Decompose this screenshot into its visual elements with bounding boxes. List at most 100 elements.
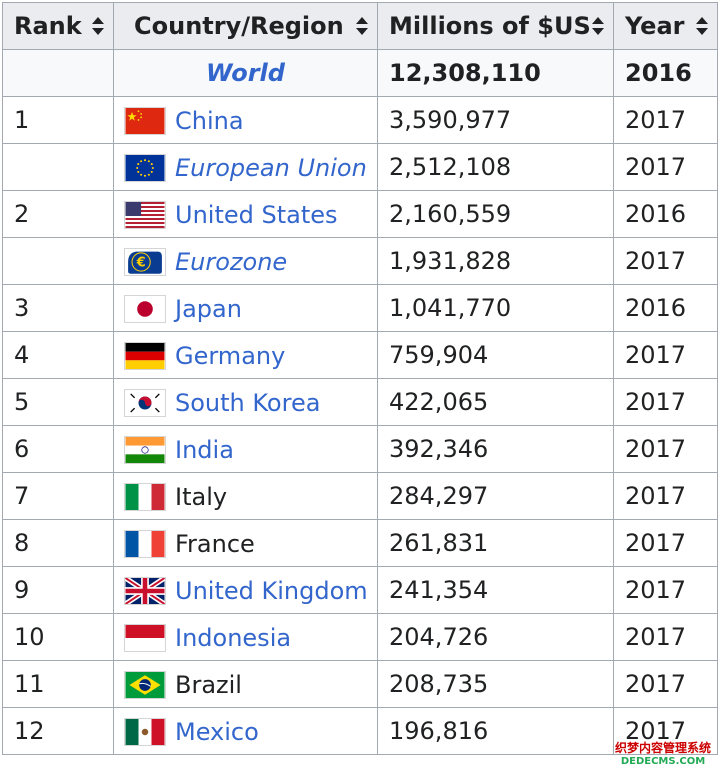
rank-cell: 7: [2, 472, 114, 520]
table-row: 7 Italy 284,297 2017: [2, 472, 718, 520]
year-cell: 2016: [613, 284, 718, 332]
euro-flag-icon[interactable]: €: [124, 247, 166, 276]
value-cell: 1,931,828: [377, 237, 614, 285]
china-flag-icon[interactable]: [124, 106, 166, 135]
eu-flag-icon[interactable]: [124, 153, 166, 182]
country-link[interactable]: Japan: [175, 294, 242, 323]
mexico-flag-icon[interactable]: [124, 717, 166, 746]
millions-header[interactable]: Millions of $US: [377, 2, 614, 50]
value-cell: 2,160,559: [377, 190, 614, 238]
year-cell: 2017: [613, 378, 718, 426]
year-cell: 2017: [613, 425, 718, 473]
watermark: 织梦内容管理系统 DEDECMS.COM: [615, 742, 711, 768]
value-cell: 392,346: [377, 425, 614, 473]
rank-cell: 4: [2, 331, 114, 379]
year-cell: 2017: [613, 237, 718, 285]
watermark-line2: DEDECMS.COM: [620, 756, 706, 767]
sort-icon[interactable]: [92, 17, 104, 35]
year-cell: 2017: [613, 331, 718, 379]
country-link[interactable]: Italy: [175, 482, 228, 511]
table-row: € Eurozone 1,931,828 2017: [2, 237, 718, 285]
value-cell: 1,041,770: [377, 284, 614, 332]
world-row: World 12,308,110 2016: [2, 49, 718, 97]
watermark-line1: 织梦内容管理系统: [614, 741, 711, 755]
year-cell: 2017: [613, 660, 718, 708]
rank-header[interactable]: Rank: [2, 2, 114, 50]
table-row: 3 Japan 1,041,770 2016: [2, 284, 718, 332]
svg-text:€: €: [136, 255, 146, 270]
year-cell: 2017: [613, 143, 718, 191]
indonesia-flag-icon[interactable]: [124, 623, 166, 652]
country-cell: Germany: [113, 331, 378, 379]
rank-cell: [2, 237, 114, 285]
country-cell: Mexico: [113, 707, 378, 755]
sort-icon[interactable]: [696, 17, 708, 35]
japan-flag-icon[interactable]: [124, 294, 166, 323]
table-row: 1 China 3,590,977 2017: [2, 96, 718, 144]
country-cell: Italy: [113, 472, 378, 520]
year-cell: 2017: [613, 472, 718, 520]
value-cell: 241,354: [377, 566, 614, 614]
millions-header-label: Millions of $US: [389, 12, 591, 40]
country-link[interactable]: Indonesia: [175, 623, 292, 652]
country-link[interactable]: Mexico: [175, 717, 259, 746]
country-link[interactable]: United Kingdom: [175, 576, 368, 605]
country-link[interactable]: France: [175, 529, 255, 558]
value-cell: 284,297: [377, 472, 614, 520]
value-cell: 204,726: [377, 613, 614, 661]
usa-flag-icon[interactable]: [124, 200, 166, 229]
country-link[interactable]: South Korea: [175, 388, 321, 417]
country-cell: Japan: [113, 284, 378, 332]
table-row: 4 Germany 759,904 2017: [2, 331, 718, 379]
world-name-cell: World: [113, 49, 378, 97]
year-cell: 2016: [613, 190, 718, 238]
country-link[interactable]: Eurozone: [175, 247, 288, 276]
country-link[interactable]: Germany: [175, 341, 286, 370]
country-link[interactable]: Brazil: [175, 670, 242, 699]
table-row: 10 Indonesia 204,726 2017: [2, 613, 718, 661]
country-cell: France: [113, 519, 378, 567]
year-header-label: Year: [625, 12, 685, 40]
world-rank-cell: [2, 49, 114, 97]
country-cell: European Union: [113, 143, 378, 191]
value-cell: 2,512,108: [377, 143, 614, 191]
value-cell: 208,735: [377, 660, 614, 708]
table-row: 2 United States 2,160,559 2016: [2, 190, 718, 238]
italy-flag-icon[interactable]: [124, 482, 166, 511]
uk-flag-icon[interactable]: [124, 575, 166, 606]
germany-flag-icon[interactable]: [124, 341, 166, 370]
year-cell: 2017: [613, 96, 718, 144]
year-header[interactable]: Year: [613, 2, 718, 50]
sort-icon[interactable]: [356, 17, 368, 35]
year-cell: 2017: [613, 519, 718, 567]
table-row: 8 France 261,831 2017: [2, 519, 718, 567]
india-flag-icon[interactable]: [124, 435, 166, 464]
rank-cell: 12: [2, 707, 114, 755]
table-row: 12 Mexico 196,816 2017: [2, 707, 718, 755]
year-cell: 2017: [613, 613, 718, 661]
country-cell: China: [113, 96, 378, 144]
south-korea-flag-icon[interactable]: [124, 388, 166, 417]
world-year-cell: 2016: [613, 49, 718, 97]
header-row: Rank Country/Region Millions of $US Year: [2, 2, 718, 50]
country-cell: South Korea: [113, 378, 378, 426]
rank-header-label: Rank: [14, 12, 82, 40]
rank-cell: [2, 143, 114, 191]
value-cell: 3,590,977: [377, 96, 614, 144]
world-link[interactable]: World: [206, 59, 285, 87]
country-link[interactable]: China: [175, 106, 244, 135]
year-cell: 2017: [613, 707, 718, 755]
rank-cell: 5: [2, 378, 114, 426]
brazil-flag-icon[interactable]: [124, 670, 166, 699]
table-row: 6 India 392,346 2017: [2, 425, 718, 473]
sort-icon[interactable]: [592, 17, 604, 35]
country-cell: United States: [113, 190, 378, 238]
country-link[interactable]: European Union: [175, 153, 367, 182]
country-link[interactable]: India: [175, 435, 234, 464]
country-header[interactable]: Country/Region: [113, 2, 378, 50]
rank-cell: 2: [2, 190, 114, 238]
table-row: 11 Brazil 208,735 2017: [2, 660, 718, 708]
france-flag-icon[interactable]: [124, 529, 166, 558]
country-link[interactable]: United States: [175, 200, 338, 229]
country-cell: India: [113, 425, 378, 473]
